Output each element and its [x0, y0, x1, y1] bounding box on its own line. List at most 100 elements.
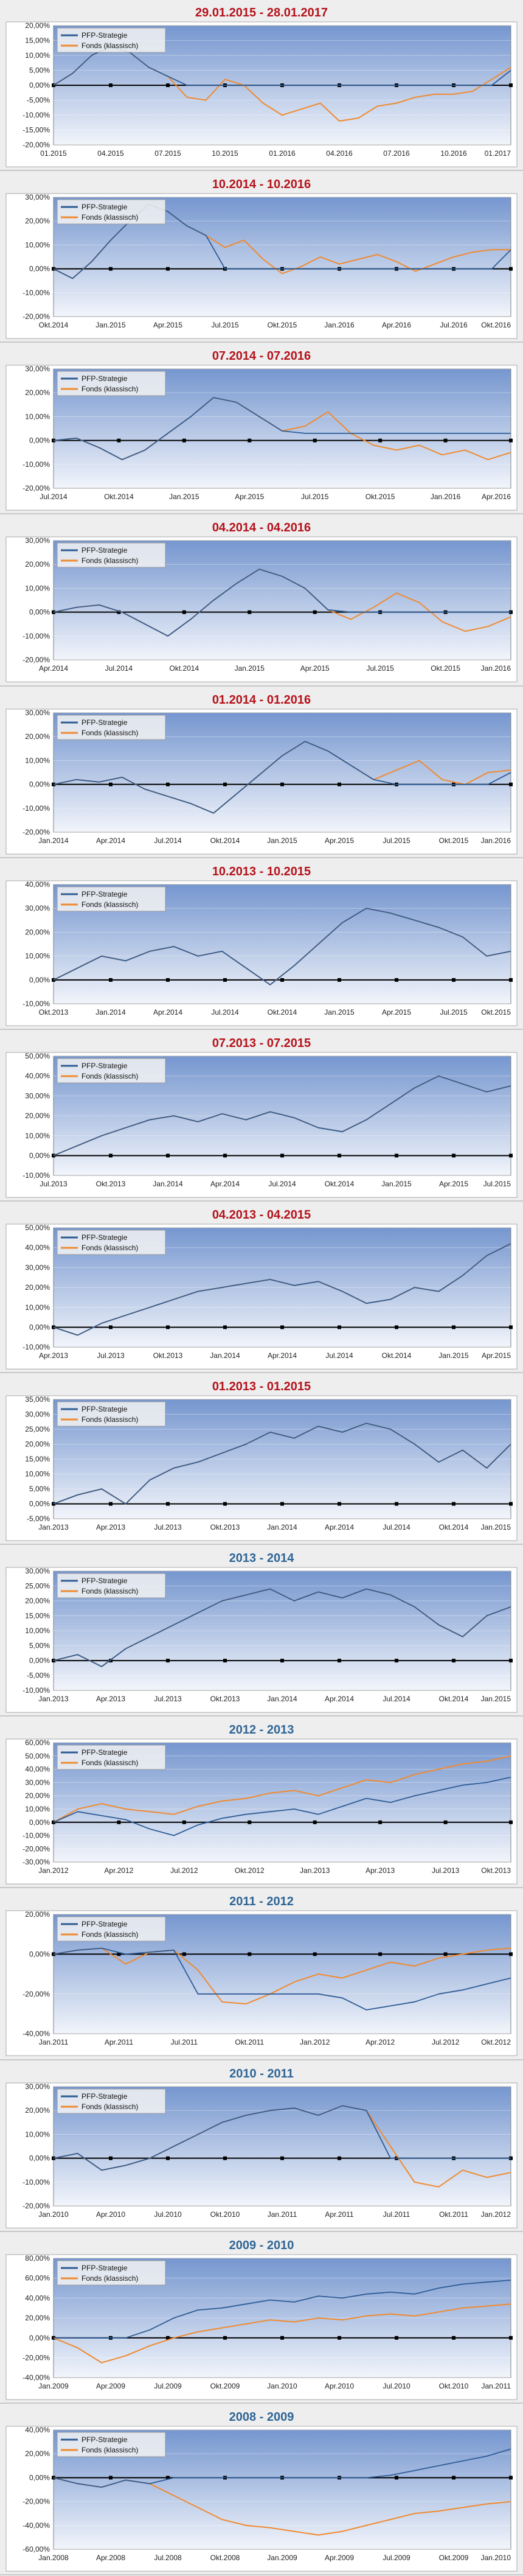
legend-box: [57, 1401, 166, 1427]
y-tick-label: 0,00%: [29, 265, 50, 273]
x-tick-label: Jul.2014: [268, 1180, 296, 1188]
y-tick-label: 0,00%: [29, 976, 50, 984]
legend-label: Fonds (klassisch): [81, 2102, 138, 2111]
x-tick-label: Okt.2010: [210, 2210, 240, 2219]
x-tick-label: Jan.2009: [267, 2553, 297, 2562]
axis-marker: [443, 1821, 448, 1825]
y-tick-label: 30,00%: [25, 2082, 50, 2091]
chart-title: 07.2014 - 07.2016: [212, 349, 311, 363]
x-tick-label: Okt.2015: [268, 321, 297, 329]
x-tick-label: Jan.2011: [268, 2210, 297, 2219]
x-tick-label: Apr.2011: [325, 2210, 353, 2219]
x-tick-label: 01.2015: [40, 149, 67, 158]
y-tick-label: 10,00%: [25, 1470, 50, 1479]
legend-box: [57, 1230, 166, 1255]
y-tick-label: 5,00%: [29, 1642, 50, 1650]
legend-label: PFP-Strategie: [81, 546, 128, 555]
legend-label: PFP-Strategie: [81, 1577, 128, 1585]
x-tick-label: Jul.2015: [483, 1180, 511, 1188]
y-tick-label: -20,00%: [23, 2202, 50, 2210]
y-tick-label: 20,00%: [25, 2449, 50, 2458]
y-tick-label: 20,00%: [25, 217, 50, 225]
axis-marker: [509, 1821, 513, 1825]
axis-marker: [338, 1153, 341, 1158]
y-tick-label: 50,00%: [25, 1223, 50, 1232]
strategy-series-line: [53, 907, 511, 985]
x-tick-label: Jan.2013: [38, 1523, 69, 1531]
legend-label: Fonds (klassisch): [81, 1930, 138, 1939]
legend-box: [57, 1745, 166, 1770]
strategy-series-line: [53, 397, 511, 461]
y-tick-label: 40,00%: [25, 2294, 50, 2302]
x-tick-label: Jul.2013: [40, 1180, 68, 1188]
axis-marker: [395, 978, 398, 982]
x-tick-label: Jan.2015: [95, 321, 126, 329]
axis-marker: [166, 2476, 170, 2480]
chart-panel: 2009 - 2010 80,00% 60,00% 40,00% 20,00% 0,00%…: [0, 2232, 523, 2404]
legend-label: Fonds (klassisch): [81, 1587, 138, 1595]
y-tick-label: 5,00%: [29, 66, 50, 75]
x-tick-label: Okt.2012: [235, 1866, 265, 1875]
x-tick-label: Jul.2013: [432, 1866, 460, 1875]
legend-box: [57, 1916, 166, 1942]
x-tick-label: Jan.2015: [267, 836, 297, 845]
x-tick-label: Jul.2014: [105, 665, 133, 673]
x-tick-label: Apr.2015: [325, 836, 354, 845]
panel-separator: [0, 685, 523, 687]
x-tick-label: Jul.2014: [325, 1351, 353, 1360]
y-tick-label: -15,00%: [23, 126, 50, 135]
axis-marker: [338, 1502, 341, 1506]
x-tick-label: Apr.2012: [104, 1866, 133, 1875]
y-tick-label: 0,00%: [29, 608, 50, 617]
legend-label: Fonds (klassisch): [81, 900, 138, 909]
x-tick-label: Jan.2010: [481, 2553, 511, 2562]
y-tick-label: 10,00%: [25, 241, 50, 250]
y-tick-label: -20,00%: [23, 141, 50, 149]
y-tick-label: 20,00%: [25, 1910, 50, 1919]
y-tick-label: -10,00%: [23, 289, 50, 297]
axis-marker: [166, 1325, 170, 1329]
panel-separator: [0, 2059, 523, 2060]
y-tick-label: 0,00%: [29, 780, 50, 788]
x-tick-label: Jul.2014: [383, 1695, 410, 1703]
x-tick-label: Jan.2010: [38, 2210, 69, 2219]
strategy-series-line: [54, 2279, 511, 2339]
axis-marker: [443, 438, 448, 443]
legend-box: [57, 199, 166, 225]
axis-marker: [117, 611, 121, 615]
chart-title: 07.2013 - 07.2015: [212, 1036, 311, 1050]
chart-panel: 2012 - 2013 60,00% 50,00% 40,00% 30,00% 20,00…: [0, 1717, 523, 1889]
chart-panel: 2008 - 2009 40,00% 20,00% 0,00% -20,00% -40,0…: [0, 2404, 523, 2576]
y-tick-label: 15,00%: [25, 1455, 50, 1463]
x-tick-label: Jan.2014: [95, 1008, 126, 1017]
chart-panel: 07.2014 - 07.2016 30,00% 20,00% 10,00% 0,00%…: [0, 343, 523, 516]
x-tick-label: Jan.2012: [300, 2039, 330, 2047]
axis-marker: [509, 1502, 513, 1506]
legend-label: Fonds (klassisch): [81, 1759, 138, 1767]
chart-panel: 04.2014 - 04.2016 30,00% 20,00% 10,00% 0,00%…: [0, 515, 523, 687]
legend-box: [57, 371, 166, 396]
axis-marker: [223, 978, 227, 982]
axis-marker: [223, 1659, 227, 1663]
y-tick-label: 40,00%: [25, 1244, 50, 1252]
axis-marker: [166, 1153, 170, 1158]
y-tick-label: 60,00%: [25, 1738, 50, 1747]
y-tick-label: 10,00%: [25, 756, 50, 765]
legend-label: PFP-Strategie: [81, 2435, 128, 2444]
y-tick-label: 15,00%: [25, 1612, 50, 1620]
axis-marker: [338, 1325, 341, 1329]
y-tick-label: -10,00%: [23, 1343, 50, 1351]
axis-marker: [52, 1659, 55, 1663]
y-tick-label: -20,00%: [23, 656, 50, 665]
chart-title: 01.2014 - 01.2016: [212, 693, 311, 707]
y-tick-label: -40,00%: [23, 2521, 50, 2530]
chart-title: 10.2014 - 10.2016: [212, 178, 311, 192]
line-chart: 30,00%20,00%10,00%0,00%-10,00%-20,00%Jul…: [5, 365, 518, 511]
x-tick-label: 04.2015: [97, 149, 124, 158]
chart-title: 04.2014 - 04.2016: [212, 521, 311, 535]
axis-marker: [280, 1153, 284, 1158]
x-tick-label: Jul.2011: [171, 2039, 198, 2047]
legend-label: PFP-Strategie: [81, 1062, 128, 1070]
axis-marker: [280, 1502, 284, 1506]
chart-panel: 01.2013 - 01.2015 35,00% 30,00% 25,00% 20,00…: [0, 1374, 523, 1546]
